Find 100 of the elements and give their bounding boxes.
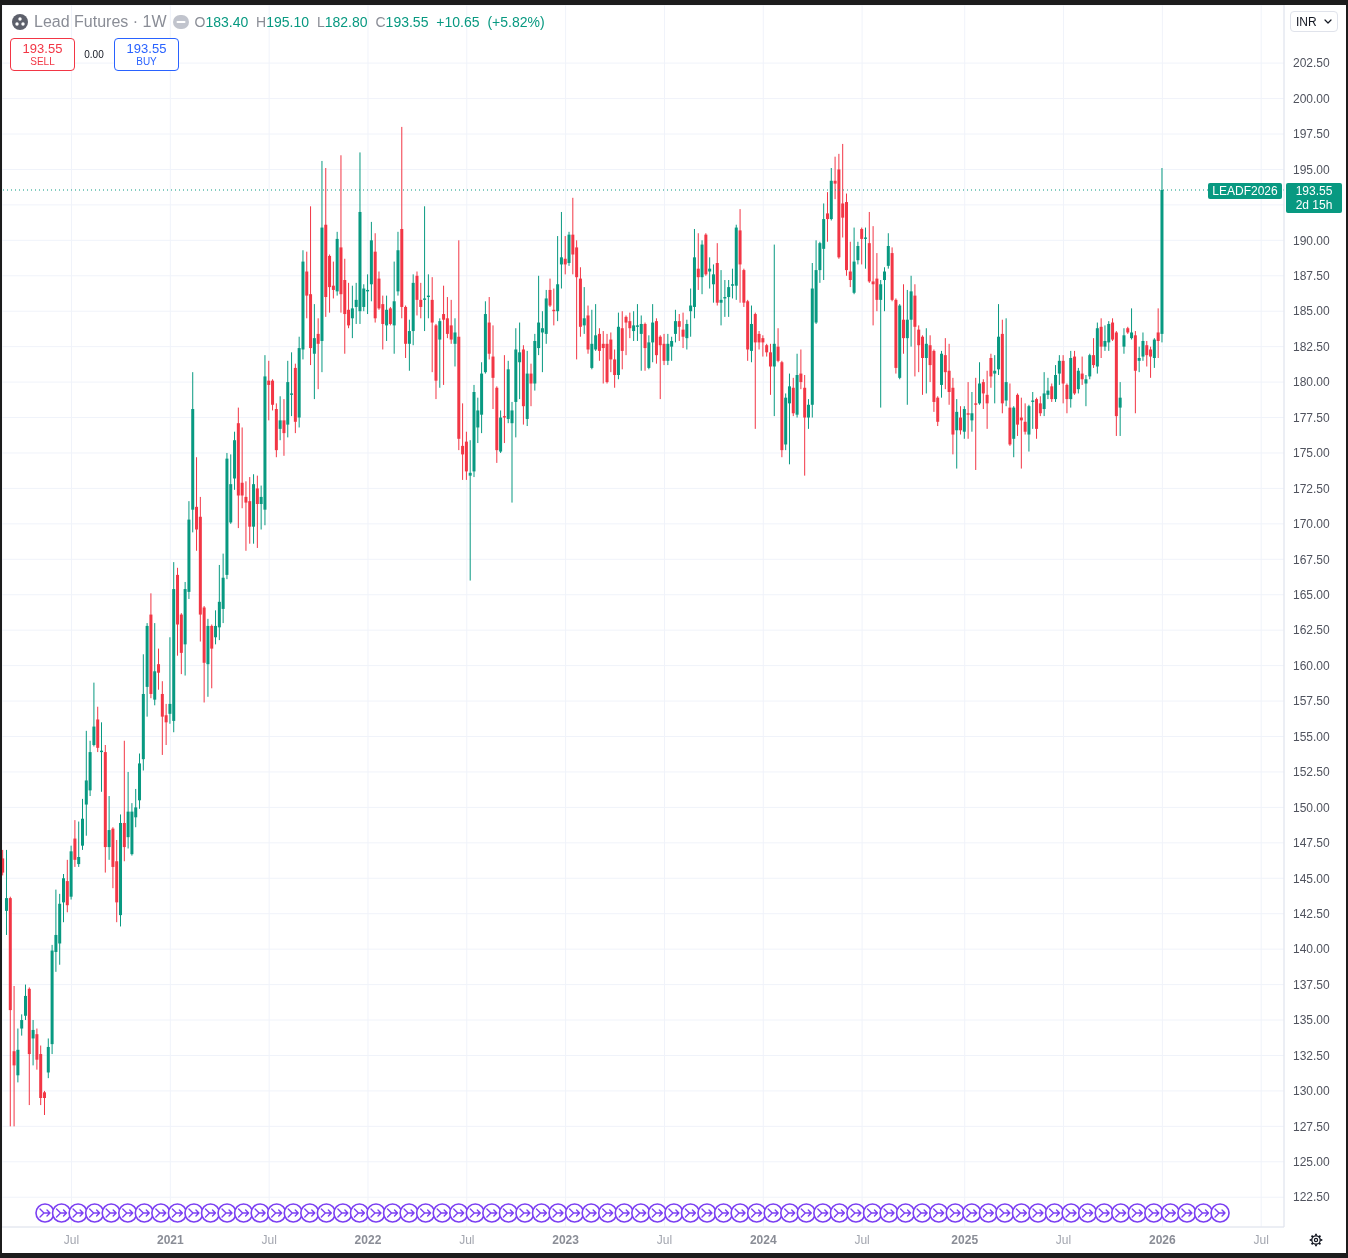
candlestick xyxy=(73,819,77,868)
text: 193.55 xyxy=(1295,184,1333,199)
x-tick-label: Jul xyxy=(854,1232,870,1247)
candlestick xyxy=(31,1019,35,1066)
candlestick xyxy=(825,191,829,243)
y-tick-label: 162.50 xyxy=(1293,623,1331,638)
candlestick xyxy=(921,334,925,396)
candlestick xyxy=(1092,337,1096,369)
candlestick xyxy=(879,279,883,409)
candlestick xyxy=(1099,317,1103,359)
y-tick-label: 150.00 xyxy=(1293,800,1331,815)
text: Lead Futures · 1W xyxy=(34,13,167,31)
candlestick xyxy=(282,398,286,457)
buy-button[interactable]: 193.55 BUY xyxy=(114,38,179,71)
candlestick xyxy=(407,319,411,372)
candlestick xyxy=(620,310,624,370)
candlestick xyxy=(442,285,446,386)
candlestick xyxy=(597,327,601,362)
candlestick xyxy=(518,322,522,400)
y-tick-label: 155.00 xyxy=(1293,729,1331,744)
candlestick xyxy=(1061,354,1065,404)
candlestick xyxy=(864,227,867,270)
x-tick-label: Jul xyxy=(459,1232,475,1247)
y-tick-label: 197.50 xyxy=(1293,127,1331,142)
annotation: BUY xyxy=(136,56,157,68)
y-tick-label: 140.00 xyxy=(1293,942,1331,957)
candlestick xyxy=(601,330,605,385)
y-tick-label: 170.00 xyxy=(1293,517,1331,532)
y-tick-label: 195.00 xyxy=(1293,162,1331,177)
candlestick xyxy=(350,285,354,339)
candlestick xyxy=(23,984,27,1021)
annotation: 0.00 xyxy=(83,49,105,60)
candlestick xyxy=(1118,381,1122,437)
x-tick-label: Jul xyxy=(63,1232,80,1247)
x-tick-label: 2026 xyxy=(1149,1232,1177,1247)
candlestick xyxy=(1107,320,1111,352)
candlestick xyxy=(993,354,997,404)
y-tick-label: 127.50 xyxy=(1293,1119,1331,1134)
candlestick xyxy=(449,299,453,345)
candlestick xyxy=(160,680,164,756)
candlestick xyxy=(978,361,982,406)
candlestick xyxy=(902,283,906,355)
candlestick xyxy=(966,381,970,440)
candlestick xyxy=(719,269,723,326)
candlestick xyxy=(1050,383,1054,403)
x-tick-label: Jul xyxy=(656,1232,673,1247)
x-tick-label: 2022 xyxy=(354,1232,382,1247)
candlestick xyxy=(806,398,810,430)
candlestick xyxy=(635,303,639,342)
candlestick xyxy=(423,205,427,332)
candlestick xyxy=(2,849,5,876)
y-tick-label: 190.00 xyxy=(1293,233,1331,248)
candlestick xyxy=(316,317,320,390)
candlestick xyxy=(502,354,506,444)
candlestick xyxy=(924,327,928,394)
candlestick xyxy=(1149,346,1153,379)
candlestick xyxy=(632,310,636,342)
candlestick xyxy=(77,821,81,868)
x-tick-label: 2021 xyxy=(156,1232,184,1247)
x-tick-label: 2025 xyxy=(951,1232,979,1247)
candlestick xyxy=(453,317,457,367)
candlestick xyxy=(776,327,780,363)
candlestick xyxy=(1103,324,1107,352)
candlestick xyxy=(639,314,643,372)
sell-button[interactable]: 193.55 SELL xyxy=(10,38,75,71)
candlestick xyxy=(529,363,533,407)
candlestick xyxy=(681,312,685,349)
candlestick xyxy=(711,263,715,304)
annotation: 193.55 xyxy=(22,41,63,56)
candlestick xyxy=(312,303,316,400)
candlestick xyxy=(210,624,214,689)
candlestick xyxy=(974,377,978,471)
currency-dropdown[interactable]: INR xyxy=(1290,11,1338,32)
y-tick-label: 135.00 xyxy=(1293,1013,1331,1028)
x-tick-label: 2024 xyxy=(749,1232,777,1247)
candlestick xyxy=(347,282,351,329)
candlestick xyxy=(1122,327,1126,355)
candlestick xyxy=(970,391,974,433)
y-tick-label: 202.50 xyxy=(1293,56,1331,71)
y-tick-label: 175.00 xyxy=(1293,446,1331,461)
candlestick xyxy=(438,317,442,389)
y-tick-label: 160.00 xyxy=(1293,658,1331,673)
candlestick xyxy=(1057,354,1061,386)
candlestick xyxy=(666,333,670,366)
candlestick xyxy=(582,286,586,335)
candlestick xyxy=(571,197,575,275)
candlestick xyxy=(883,266,886,312)
candlestick xyxy=(696,232,700,291)
y-tick-label: 130.00 xyxy=(1293,1084,1331,1099)
annotation: SELL xyxy=(30,56,55,68)
y-tick-label: 172.50 xyxy=(1293,481,1331,496)
candlestick xyxy=(1004,317,1008,407)
y-tick-label: 187.50 xyxy=(1293,269,1331,284)
y-tick-label: 132.50 xyxy=(1293,1048,1331,1063)
ref-line-label: LEADF2026 xyxy=(1212,184,1279,199)
candlestick xyxy=(727,279,731,318)
candlestick xyxy=(670,336,674,362)
y-tick-label: 180.00 xyxy=(1293,375,1331,390)
candlestick xyxy=(278,395,282,441)
candlestick xyxy=(708,256,712,290)
